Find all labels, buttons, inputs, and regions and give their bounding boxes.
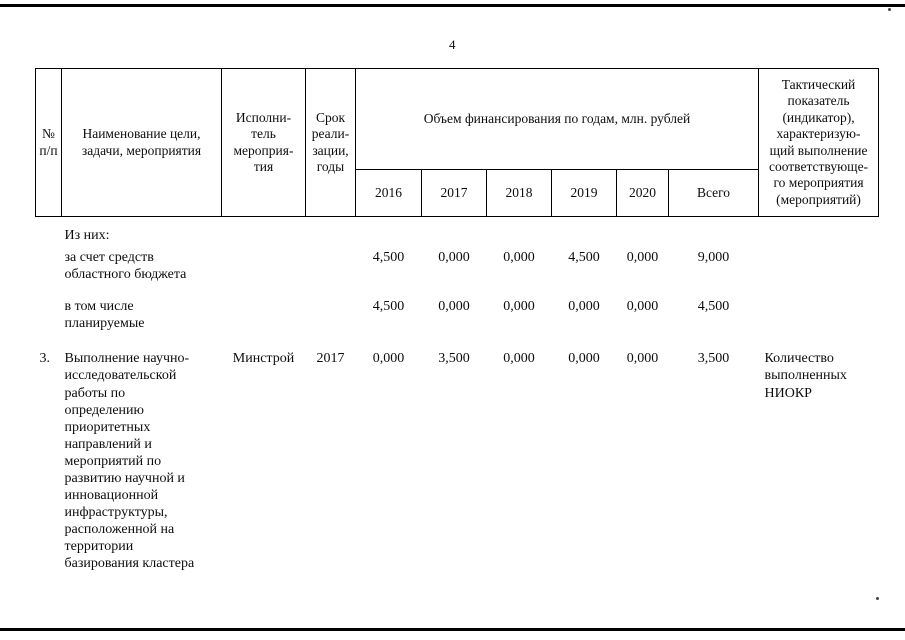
row-value-2016: 4,500 [372, 250, 405, 266]
row-executor [222, 247, 306, 296]
header-year-total: Всего [667, 169, 760, 217]
row-value-2018 [487, 217, 552, 248]
header-name: Наименование цели, задачи, мероприятия [61, 68, 222, 217]
header-indicator: Тактический показатель (индикатор), хара… [758, 68, 880, 217]
header-executor: Исполни- тель мероприя- тия [221, 68, 306, 217]
row-term [306, 217, 356, 248]
row-number [36, 247, 62, 296]
row-value-2019: 0,000 [568, 351, 600, 367]
row-value-2020: 0,000 [626, 250, 659, 266]
row-value-2020 [617, 217, 669, 248]
row-indicator: Количество выполненных НИОКР [764, 351, 847, 401]
row-value-total [669, 217, 759, 248]
row-value-2016 [356, 217, 422, 248]
table-row: за счет средств областного бюджета 4,500… [36, 247, 879, 296]
row-indicator [759, 247, 879, 296]
row-term: 2017 [316, 351, 345, 367]
table-header: № п/п Наименование цели, задачи, меропри… [35, 68, 880, 217]
page-top-border [0, 4, 905, 7]
row-value-2017: 3,500 [438, 351, 470, 367]
header-year-2019: 2019 [551, 169, 617, 217]
row-value-2017: 0,000 [438, 250, 470, 266]
row-executor [222, 296, 306, 348]
table-row: Из них: [36, 217, 879, 248]
row-indicator [759, 217, 879, 248]
row-value-2018: 0,000 [503, 250, 535, 266]
row-name: за счет средств областного бюджета [64, 250, 187, 283]
row-executor: Минстрой [232, 351, 295, 367]
row-value-2016: 0,000 [372, 351, 405, 367]
row-value-2017: 0,000 [438, 299, 470, 315]
scan-speck [876, 597, 879, 600]
header-term: Срок реали- зации, годы [305, 68, 356, 217]
row-value-2016: 4,500 [372, 299, 405, 315]
row-value-2019: 4,500 [568, 250, 600, 266]
table-body: Из них: за счет средств областного бюдже… [36, 217, 879, 586]
header-year-2016: 2016 [355, 169, 422, 217]
row-number [36, 217, 62, 248]
header-year-2017: 2017 [421, 169, 487, 217]
row-value-2018: 0,000 [503, 299, 535, 315]
row-value-2017 [422, 217, 487, 248]
row-name: в том числе планируемые [64, 299, 145, 332]
row-executor [222, 217, 306, 248]
row-number [36, 296, 62, 348]
financing-table: № п/п Наименование цели, задачи, меропри… [35, 68, 880, 586]
table-row: 3. Выполнение научно- исследовательской … [36, 348, 879, 585]
scan-speck [888, 8, 891, 11]
row-value-2020: 0,000 [626, 299, 659, 315]
row-term [306, 247, 356, 296]
row-value-total: 9,000 [697, 250, 730, 266]
row-name: Выполнение научно- исследовательской раб… [64, 351, 195, 572]
page-number: 4 [449, 37, 456, 52]
header-year-2020: 2020 [616, 169, 669, 217]
header-year-2018: 2018 [486, 169, 552, 217]
page-bottom-border [0, 628, 905, 631]
table-row: в том числе планируемые 4,500 0,000 0,00… [36, 296, 879, 348]
row-indicator [759, 296, 879, 348]
row-value-2019: 0,000 [568, 299, 600, 315]
header-financing: Объем финансирования по годам, млн. рубл… [354, 68, 760, 170]
row-value-total: 4,500 [697, 299, 730, 315]
row-value-total: 3,500 [697, 351, 730, 367]
row-value-2018: 0,000 [503, 351, 535, 367]
row-value-2020: 0,000 [626, 351, 659, 367]
row-value-2019 [552, 217, 617, 248]
header-num: № п/п [35, 68, 62, 217]
row-term [306, 296, 356, 348]
row-number: 3. [39, 351, 51, 367]
row-name: Из них: [64, 228, 110, 243]
